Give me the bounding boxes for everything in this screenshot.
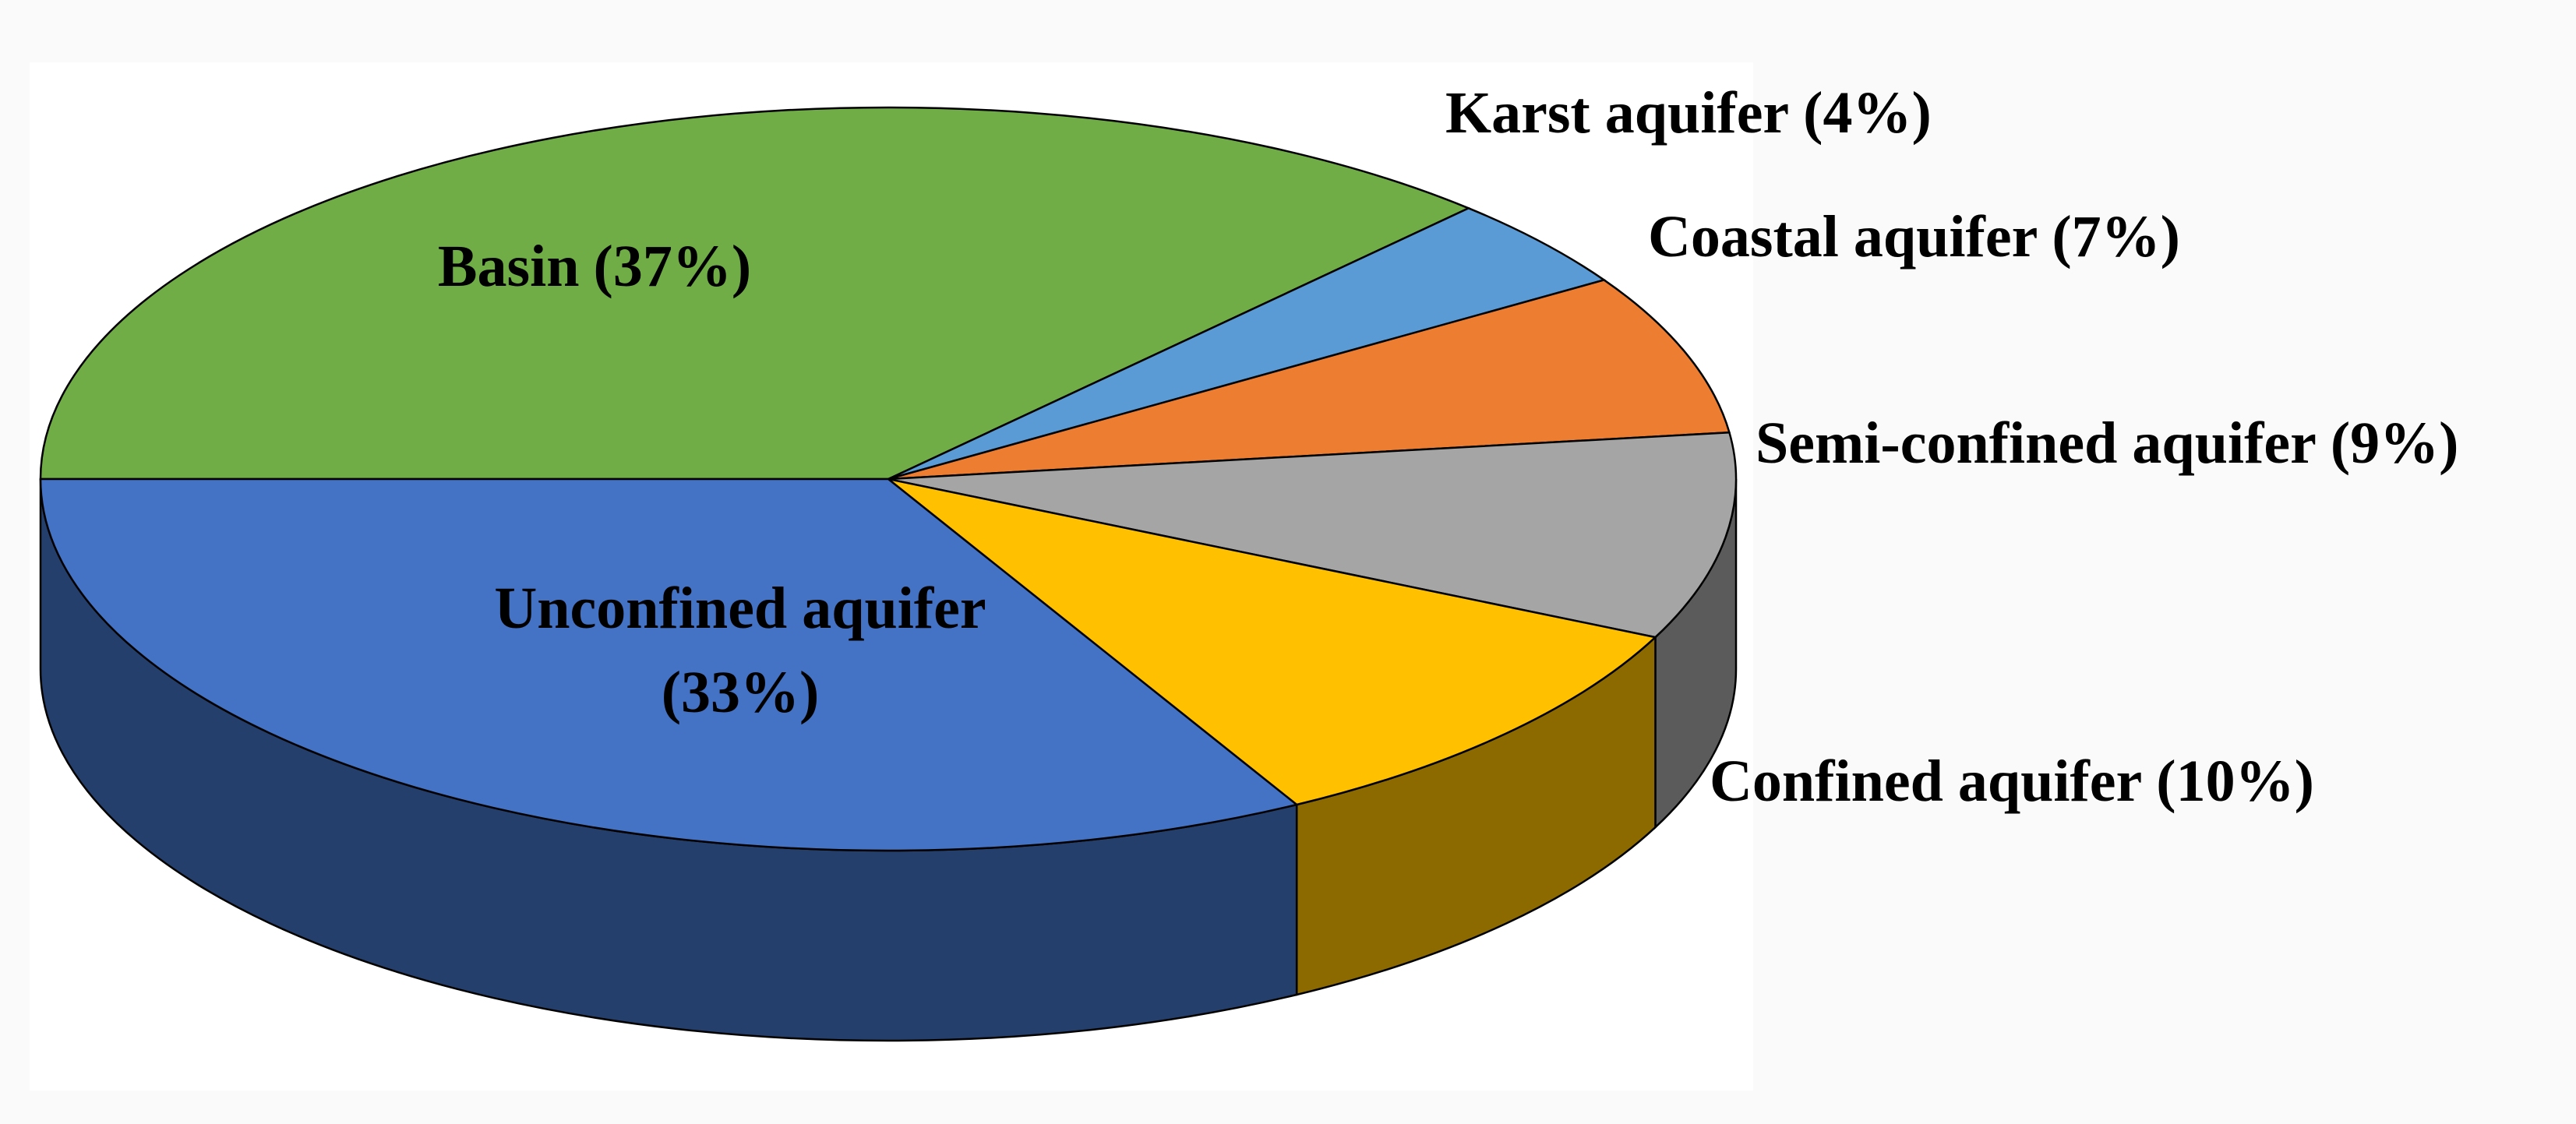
slice [39,477,1299,852]
label-name: Basin [438,234,580,299]
top-faces [39,106,1738,852]
label-value: (33%) [662,660,820,725]
slice [887,477,1658,806]
data-label: Basin (37%) [438,234,751,299]
label-value: (7%) [2052,204,2180,270]
slice [887,206,1607,481]
data-label: Karst aquifer (4%) [1445,80,1932,146]
label-name: Unconfined aquifer [494,576,986,641]
slice [39,106,1471,481]
label-name: Karst aquifer [1445,80,1789,146]
data-label: Confined aquifer (10%) [1710,749,2314,814]
label-value: (4%) [1803,80,1932,146]
label-name: Coastal aquifer [1648,204,2038,270]
label-value: (9%) [2331,410,2459,476]
label-name: Confined aquifer [1710,749,2142,814]
slice [887,431,1738,639]
data-label: Coastal aquifer (7%) [1648,204,2180,270]
data-label: Unconfined aquifer (33%) [494,576,986,725]
label-value: (37%) [594,234,752,299]
label-name: Semi-confined aquifer [1756,410,2317,476]
slice [887,279,1731,481]
label-value: (10%) [2156,749,2314,814]
data-label: Semi-confined aquifer (9%) [1756,410,2458,476]
